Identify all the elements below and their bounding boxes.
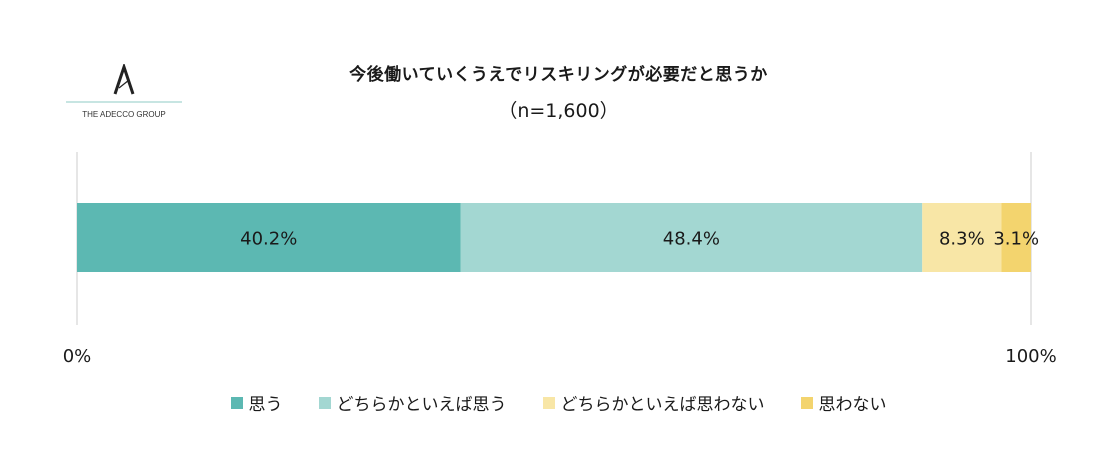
legend-label: どちらかといえば思わない	[560, 395, 765, 415]
data-label-4: 3.1%	[993, 229, 1039, 250]
bar-segment-1	[77, 203, 461, 272]
legend-label: 思わない	[818, 395, 887, 415]
data-label-1: 40.2%	[240, 229, 297, 250]
legend-swatch	[318, 396, 331, 409]
legend-label: どちらかといえば思う	[336, 395, 507, 415]
legend-swatch	[542, 396, 555, 409]
legend-swatch	[800, 396, 813, 409]
legend-label: 思う	[248, 395, 283, 415]
bar-segment-2	[460, 203, 923, 272]
legend: 思う どちらかといえば思う どちらかといえば思わない 思わない	[0, 390, 1117, 415]
bar-segment-4	[1001, 203, 1031, 272]
legend-item-omou: 思う	[230, 390, 283, 415]
legend-swatch	[230, 396, 243, 409]
chart-subtitle: （n=1,600）	[498, 100, 619, 122]
logo-text: THE ADECCO GROUP	[82, 110, 166, 119]
chart-title: 今後働いていくうえでリスキリングが必要だと思うか	[349, 65, 768, 85]
legend-item-dochiraka-omowanai: どちらかといえば思わない	[542, 390, 765, 415]
bar-segment-3	[922, 203, 1002, 272]
legend-item-dochiraka-omou: どちらかといえば思う	[318, 390, 507, 415]
data-label-3: 8.3%	[939, 229, 985, 250]
tick-label-100: 100%	[1005, 346, 1056, 367]
legend-item-omowanai: 思わない	[800, 390, 887, 415]
tick-label-0: 0%	[63, 346, 92, 367]
adecco-logo: THE ADECCO GROUP	[66, 64, 182, 119]
data-label-2: 48.4%	[663, 229, 720, 250]
